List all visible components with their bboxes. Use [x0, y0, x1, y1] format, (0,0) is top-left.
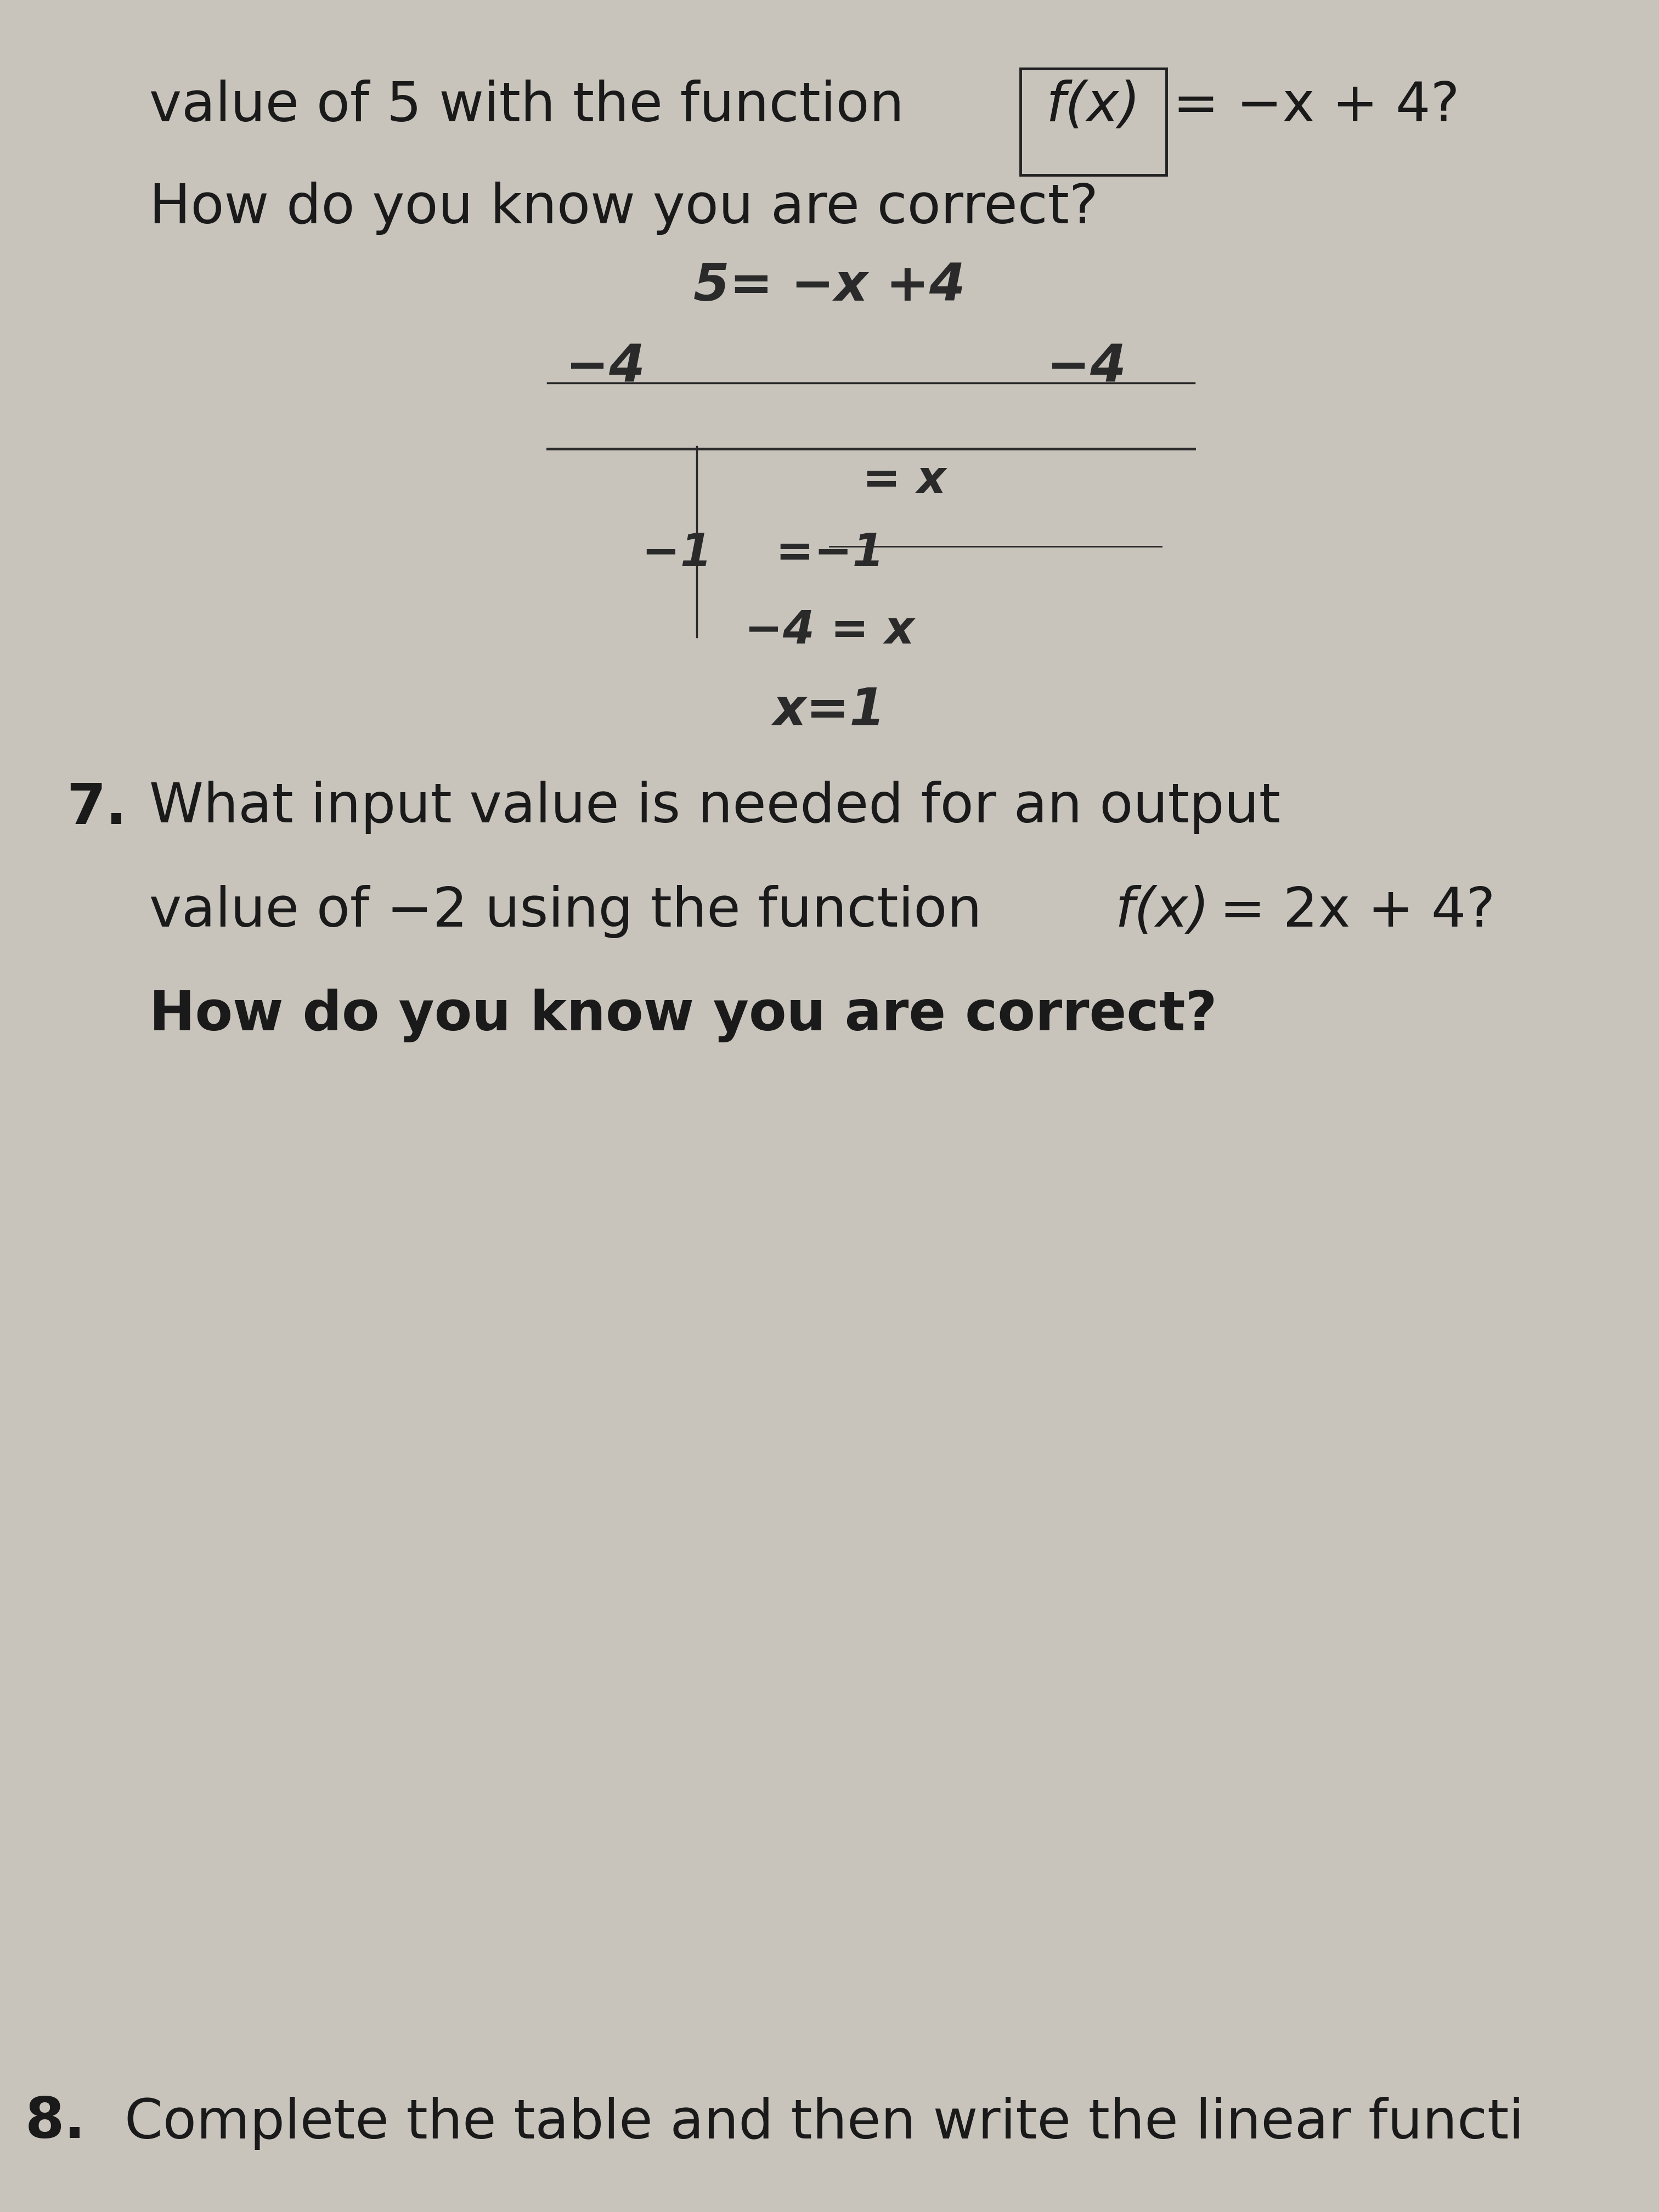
Text: How do you know you are correct?: How do you know you are correct?	[149, 989, 1218, 1042]
Text: 8.: 8.	[25, 2095, 86, 2150]
Text: = 2x + 4?: = 2x + 4?	[1219, 885, 1495, 938]
Text: −4: −4	[566, 343, 645, 394]
Text: How do you know you are correct?: How do you know you are correct?	[149, 181, 1098, 234]
Text: = x: = x	[863, 458, 946, 502]
Text: Complete the table and then write the linear functi: Complete the table and then write the li…	[124, 2097, 1525, 2150]
Text: −4: −4	[1047, 343, 1126, 394]
Text: x=1: x=1	[773, 686, 886, 737]
Text: −4 = x: −4 = x	[745, 608, 914, 653]
Text: value of 5 with the function: value of 5 with the function	[149, 80, 904, 133]
Text: f(x): f(x)	[1045, 80, 1141, 133]
Text: = −x + 4?: = −x + 4?	[1173, 80, 1460, 133]
Text: f(x): f(x)	[1115, 885, 1209, 938]
Text: −1    =−1: −1 =−1	[642, 531, 884, 575]
Text: value of −2 using the function: value of −2 using the function	[149, 885, 999, 938]
Text: What input value is needed for an output: What input value is needed for an output	[149, 781, 1281, 834]
Text: 7.: 7.	[66, 781, 128, 836]
Text: 5= −x +4: 5= −x +4	[693, 261, 966, 312]
